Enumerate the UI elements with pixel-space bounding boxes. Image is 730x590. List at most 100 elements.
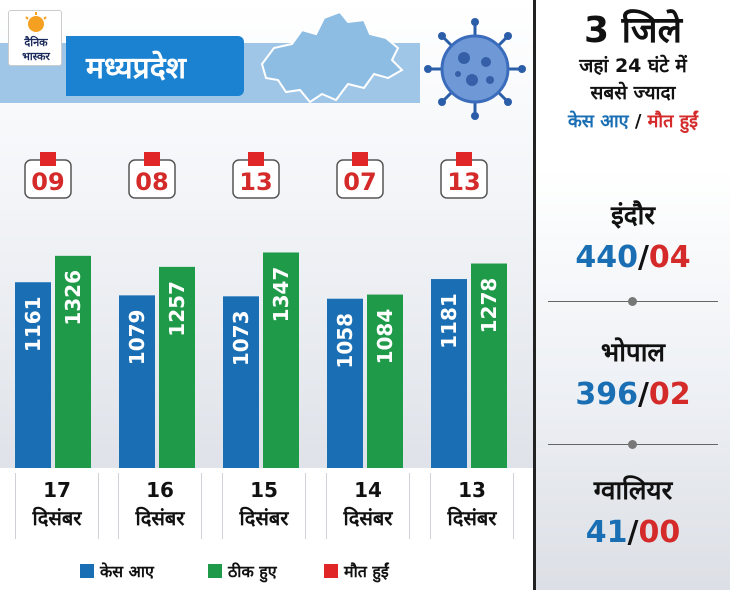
district-figures: 396/02	[536, 377, 730, 412]
district-slash: /	[627, 515, 639, 550]
death-badge-tab	[144, 152, 160, 166]
date-day: 13	[458, 478, 486, 502]
bar-cases	[223, 296, 259, 468]
district-figures: 440/04	[536, 240, 730, 275]
bar-recovered	[367, 294, 403, 468]
bar-label-cases: 1181	[437, 293, 461, 349]
bar-label-cases: 1079	[125, 310, 149, 366]
dainik-bhaskar-logo: दैनिक भास्कर	[8, 10, 62, 66]
bar-cases	[431, 279, 467, 468]
bar-recovered	[471, 263, 507, 468]
divider-dot	[628, 440, 637, 449]
date-label-0: 17 दिसंबर	[15, 473, 99, 539]
bar-cases	[119, 295, 155, 468]
death-value-label: 07	[343, 168, 376, 196]
legend-label-recovered: ठीक हुए	[228, 562, 277, 581]
date-month: दिसंबर	[447, 506, 497, 530]
district-figures: 41/00	[536, 515, 730, 550]
district-deaths: 02	[648, 377, 691, 412]
death-value-label: 13	[239, 168, 272, 196]
bar-label-recovered: 1326	[61, 270, 85, 326]
district-name: ग्वालियर	[593, 476, 673, 506]
district-name: इंदौर	[611, 201, 655, 231]
district-slash: /	[637, 240, 649, 275]
page-title: मध्यप्रदेश	[86, 51, 187, 86]
districts-list: इंदौर 440/04 भोपाल 396/02 ग्वालियर 41/00	[536, 168, 730, 590]
legend-swatch-recovered	[208, 564, 222, 578]
panel-legend-deaths: मौत हुईं	[647, 111, 699, 132]
bar-label-cases: 1058	[333, 313, 357, 369]
legend-item-deaths: मौत हुईं	[324, 560, 389, 582]
death-badge-tab	[352, 152, 368, 166]
date-month: दिसंबर	[239, 506, 289, 530]
divider	[548, 440, 718, 449]
bar-recovered	[263, 252, 299, 468]
death-value-label: 13	[447, 168, 480, 196]
date-day: 16	[146, 478, 174, 502]
bar-label-cases: 1161	[21, 296, 45, 352]
logo-line-2: भास्कर	[22, 50, 50, 63]
panel-subline-1: जहां 24 घंटे में	[579, 55, 687, 77]
bar-recovered	[159, 266, 195, 468]
district-item: ग्वालियर 41/00	[536, 471, 730, 550]
legend-label-cases: केस आए	[100, 562, 154, 581]
legend-item-recovered: ठीक हुए	[208, 560, 277, 582]
death-badge-tab	[456, 152, 472, 166]
virus-icon	[424, 18, 526, 120]
death-badge: 13	[440, 152, 488, 199]
date-month: दिसंबर	[343, 506, 393, 530]
date-axis: 17 दिसंबर 16 दिसंबर 15 दिसंबर 14 दिसंबर …	[0, 468, 533, 550]
panel-header: 3 जिले जहां 24 घंटे में सबसे ज्यादा केस …	[536, 0, 730, 168]
district-slash: /	[637, 377, 649, 412]
death-badge: 09	[24, 152, 72, 199]
chart-panel: मध्यप्रदेश दैनिक भास्कर	[0, 0, 533, 582]
bar-recovered	[55, 255, 91, 468]
death-value-label: 09	[31, 168, 64, 196]
death-value-label: 08	[135, 168, 168, 196]
divider-dot	[628, 297, 637, 306]
divider	[548, 297, 718, 306]
bar-label-recovered: 1084	[373, 309, 397, 365]
death-badge-tab	[40, 152, 56, 166]
death-badge-tab	[248, 152, 264, 166]
top-districts-panel: 3 जिले जहां 24 घंटे में सबसे ज्यादा केस …	[533, 0, 730, 590]
madhya-pradesh-map-icon	[260, 10, 404, 104]
district-cases: 41	[585, 515, 628, 550]
legend-label-deaths: मौत हुईं	[344, 562, 389, 581]
death-badge: 08	[128, 152, 176, 199]
date-day: 14	[354, 478, 382, 502]
district-cases: 440	[575, 240, 638, 275]
death-badge: 13	[232, 152, 280, 199]
district-deaths: 00	[638, 515, 681, 550]
district-item: इंदौर 440/04	[536, 196, 730, 275]
title-pill	[66, 36, 244, 96]
legend-swatch-cases	[80, 564, 94, 578]
bar-label-recovered: 1347	[269, 267, 293, 323]
date-month: दिसंबर	[135, 506, 185, 530]
panel-legend-separator: /	[628, 111, 648, 132]
date-label-1: 16 दिसंबर	[118, 473, 202, 539]
district-cases: 396	[575, 377, 638, 412]
date-month: दिसंबर	[32, 506, 82, 530]
date-label-2: 15 दिसंबर	[222, 473, 306, 539]
death-badge: 07	[336, 152, 384, 199]
district-item: भोपाल 396/02	[536, 333, 730, 412]
logo-line-1: दैनिक	[23, 35, 48, 49]
bar-label-cases: 1073	[229, 310, 253, 366]
panel-legend: केस आए / मौत हुईं	[536, 107, 730, 137]
legend-swatch-deaths	[324, 564, 338, 578]
date-label-3: 14 दिसंबर	[326, 473, 410, 539]
legend-item-cases: केस आए	[80, 560, 154, 582]
date-label-4: 13 दिसंबर	[430, 473, 514, 539]
bar-label-recovered: 1257	[165, 281, 189, 337]
date-day: 15	[250, 478, 278, 502]
panel-legend-cases: केस आए	[567, 111, 629, 132]
bar-chart: 09 1161 1326 08 1079 1257 13 1073 1347 07 1058 1084…	[15, 152, 507, 468]
bar-label-recovered: 1278	[477, 278, 501, 334]
panel-headline: 3 जिले	[583, 10, 683, 51]
bar-cases	[15, 282, 51, 468]
district-deaths: 04	[648, 240, 691, 275]
district-name: भोपाल	[600, 338, 666, 368]
panel-subline-2: सबसे ज्यादा	[590, 82, 676, 104]
